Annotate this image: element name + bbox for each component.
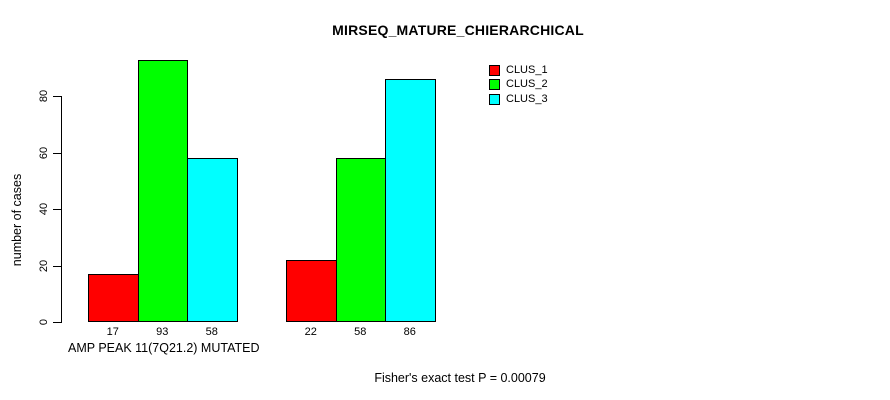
y-tick-label: 20	[38, 259, 50, 272]
y-tick	[53, 265, 61, 267]
y-tick	[53, 96, 61, 98]
y-tick-label: 0	[38, 318, 50, 326]
bar-value-label: 17	[106, 326, 119, 338]
bar-clus_3-group2	[385, 79, 436, 322]
bar-value-label: 93	[156, 326, 169, 338]
bar-clus_1-group2	[286, 259, 337, 322]
bar-value-label: 22	[304, 326, 317, 338]
bar-clus_3-group1	[187, 158, 238, 322]
chart-title: MIRSEQ_MATURE_CHIERARCHICAL	[332, 22, 584, 38]
y-tick-label: 40	[38, 203, 50, 216]
y-tick	[53, 322, 61, 323]
footnote-pvalue: Fisher's exact test P = 0.00079	[374, 371, 546, 385]
bar-clus_2-group2	[335, 158, 386, 322]
bar-value-label: 58	[205, 326, 218, 338]
y-tick-label: 60	[38, 146, 50, 159]
y-tick	[53, 152, 61, 154]
bar-clus_2-group1	[137, 59, 188, 322]
y-axis-line	[61, 96, 62, 323]
bar-clus_1-group1	[88, 274, 139, 322]
x-axis-label: AMP PEAK 11(7Q21.2) MUTATED	[68, 341, 260, 355]
y-tick	[53, 209, 61, 211]
bar-value-label: 58	[354, 326, 367, 338]
y-tick-label: 80	[38, 90, 50, 103]
bar-value-label: 86	[403, 326, 416, 338]
